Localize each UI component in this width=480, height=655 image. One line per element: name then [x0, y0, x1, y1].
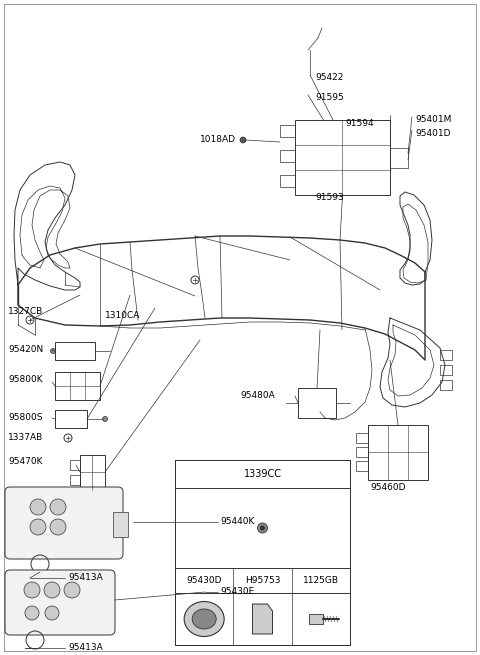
Circle shape [260, 525, 265, 531]
Bar [175, 568, 350, 593]
Bar [280, 175, 295, 187]
Bar [55, 410, 87, 428]
Text: 95422: 95422 [315, 73, 343, 81]
Text: 95401D: 95401D [415, 128, 451, 138]
Bar [55, 372, 100, 400]
Circle shape [24, 582, 40, 598]
FancyBboxPatch shape [5, 570, 115, 635]
Text: 95413A: 95413A [68, 643, 103, 652]
Text: 91595: 91595 [315, 94, 344, 102]
Circle shape [30, 499, 46, 515]
Text: 95800S: 95800S [8, 413, 43, 422]
Bar [295, 120, 390, 195]
Text: 91594: 91594 [345, 119, 373, 128]
Bar [390, 148, 408, 168]
Text: 95470K: 95470K [8, 457, 43, 466]
Circle shape [25, 606, 39, 620]
Bar [70, 475, 80, 485]
Bar [440, 380, 452, 390]
Polygon shape [252, 604, 273, 634]
Text: 95420N: 95420N [8, 345, 43, 354]
Circle shape [240, 137, 246, 143]
Circle shape [257, 523, 267, 533]
Bar [280, 150, 295, 162]
Text: 1327CB: 1327CB [8, 307, 43, 316]
Text: H95753: H95753 [245, 576, 280, 585]
Text: 95430D: 95430D [186, 576, 222, 585]
Text: 95480A: 95480A [240, 392, 275, 400]
Circle shape [45, 606, 59, 620]
Ellipse shape [184, 601, 224, 637]
Bar [175, 460, 350, 645]
Text: 91593: 91593 [315, 193, 344, 202]
Text: 95430E: 95430E [220, 588, 254, 597]
Text: 1125GB: 1125GB [303, 576, 339, 585]
Bar [309, 614, 323, 624]
Text: 1337AB: 1337AB [8, 434, 43, 443]
Bar [356, 461, 368, 471]
Text: 95460D: 95460D [370, 483, 406, 493]
Bar [80, 455, 105, 490]
Text: 95440K: 95440K [220, 517, 254, 527]
Bar [113, 512, 128, 537]
Text: 1310CA: 1310CA [105, 310, 140, 320]
Text: 95401M: 95401M [415, 115, 451, 124]
Bar [356, 447, 368, 457]
Bar [175, 488, 350, 568]
Bar [356, 433, 368, 443]
Text: 95800K: 95800K [8, 375, 43, 384]
Circle shape [50, 519, 66, 535]
Bar [368, 425, 428, 480]
Bar [280, 125, 295, 137]
Bar [70, 460, 80, 470]
Text: 1018AD: 1018AD [200, 136, 236, 145]
Text: 95413A: 95413A [68, 574, 103, 582]
Bar [440, 350, 452, 360]
Circle shape [103, 417, 108, 422]
Circle shape [44, 582, 60, 598]
Circle shape [30, 519, 46, 535]
Circle shape [50, 348, 56, 354]
Circle shape [50, 499, 66, 515]
Bar [440, 365, 452, 375]
Ellipse shape [192, 609, 216, 629]
Bar [55, 342, 95, 360]
Bar [175, 460, 350, 488]
FancyBboxPatch shape [5, 487, 123, 559]
Circle shape [64, 582, 80, 598]
Bar [298, 388, 336, 418]
Text: 1339CC: 1339CC [243, 469, 281, 479]
Bar [175, 593, 350, 645]
